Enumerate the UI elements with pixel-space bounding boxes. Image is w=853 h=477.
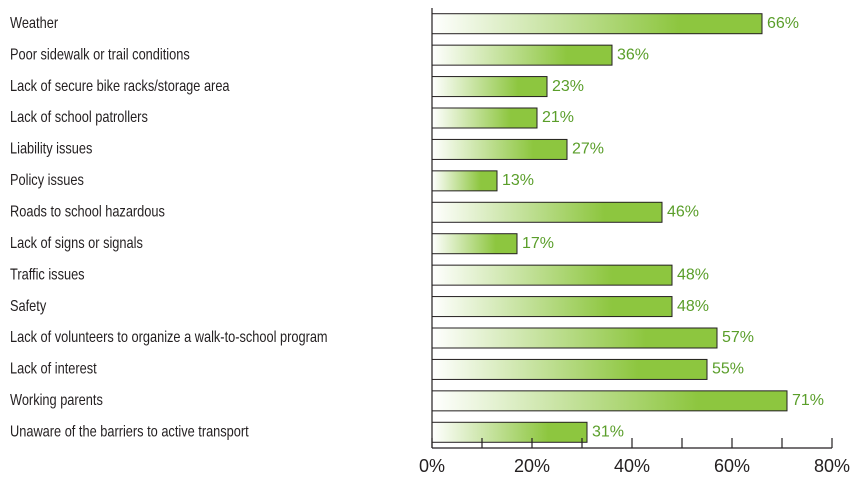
value-label: 17%	[522, 235, 554, 252]
bar	[431, 390, 788, 412]
value-label: 55%	[712, 361, 744, 378]
category-label: Safety	[10, 298, 47, 316]
value-label: 36%	[617, 46, 649, 63]
bar	[431, 327, 718, 349]
bar	[431, 138, 568, 160]
category-label: Weather	[10, 15, 58, 33]
value-label: 46%	[667, 204, 699, 221]
bar	[431, 107, 538, 129]
bar	[431, 170, 498, 192]
value-label: 57%	[722, 329, 754, 346]
x-tick-label: 0%	[419, 456, 445, 476]
bar	[431, 201, 663, 223]
value-label: 48%	[677, 266, 709, 283]
category-label: Liability issues	[10, 140, 92, 158]
value-label: 23%	[552, 78, 584, 95]
x-tick-label: 60%	[714, 456, 750, 476]
x-tick-label: 80%	[814, 456, 850, 476]
bar	[431, 13, 763, 35]
value-label: 66%	[767, 15, 799, 32]
category-label: Working parents	[10, 392, 103, 410]
category-label: Lack of volunteers to organize a walk-to…	[10, 329, 328, 347]
value-label: 48%	[677, 298, 709, 315]
category-label: Policy issues	[10, 172, 84, 190]
bar	[431, 44, 613, 66]
bar	[431, 358, 708, 380]
value-label: 31%	[592, 424, 624, 441]
category-label: Lack of interest	[10, 360, 97, 378]
value-label: 27%	[572, 141, 604, 158]
category-label: Unaware of the barriers to active transp…	[10, 423, 249, 441]
category-label: Lack of school patrollers	[10, 109, 148, 127]
bar	[431, 233, 518, 255]
category-label: Lack of secure bike racks/storage area	[10, 78, 230, 96]
category-label: Lack of signs or signals	[10, 235, 143, 253]
value-label: 71%	[792, 392, 824, 409]
x-tick-label: 40%	[614, 456, 650, 476]
bar	[431, 421, 588, 443]
value-label: 21%	[542, 109, 574, 126]
x-tick-label: 20%	[514, 456, 550, 476]
value-label: 13%	[502, 172, 534, 189]
bar	[431, 76, 548, 98]
category-label: Traffic issues	[10, 266, 85, 284]
category-label: Poor sidewalk or trail conditions	[10, 46, 190, 64]
category-label: Roads to school hazardous	[10, 203, 165, 221]
bar	[431, 296, 673, 318]
bar	[431, 264, 673, 286]
